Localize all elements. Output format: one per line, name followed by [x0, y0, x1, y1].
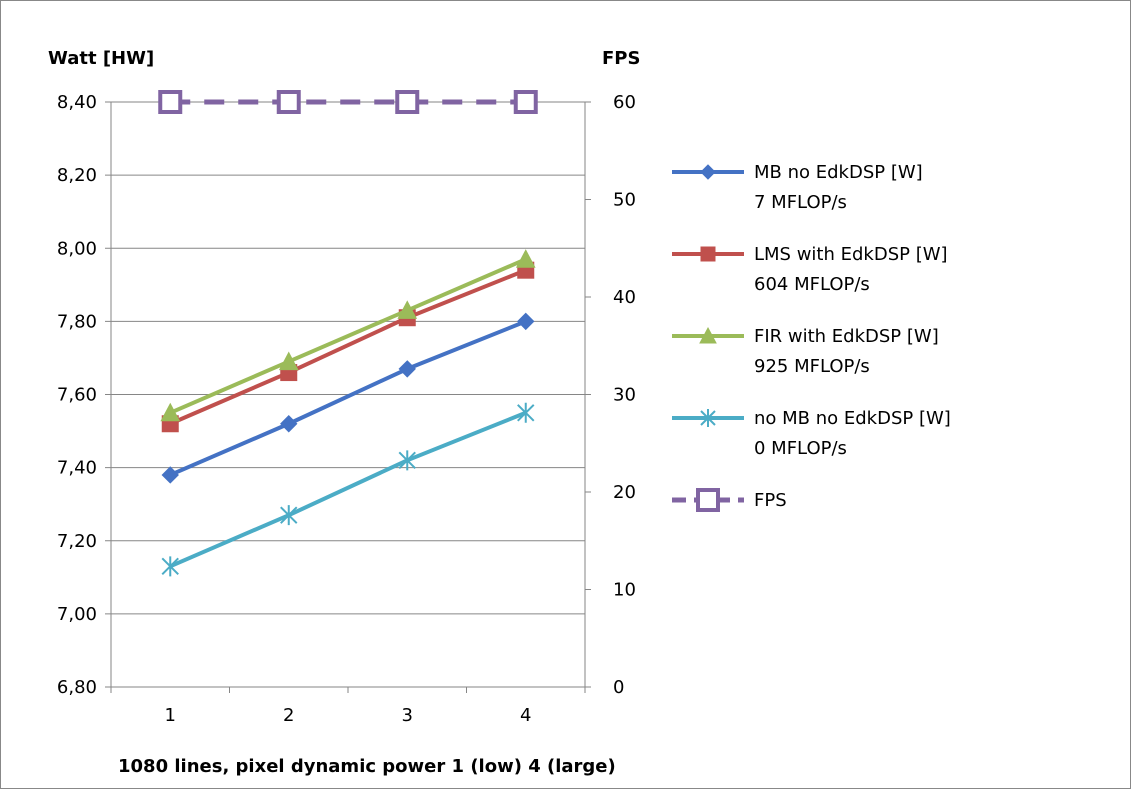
legend-entry: FPS	[672, 488, 787, 512]
y-left-tick-label: 7,60	[57, 385, 97, 406]
legend-entry: FIR with EdkDSP [W] 925 MFLOP/s	[672, 326, 939, 377]
series-line	[161, 402, 535, 577]
data-point	[160, 402, 181, 422]
legend-sublabel: 925 MFLOP/s	[754, 356, 870, 377]
y-right-tick-label: 40	[613, 287, 636, 308]
gridlines	[111, 101, 585, 615]
series-line	[160, 249, 536, 422]
data-point	[276, 90, 301, 114]
y-right-tick-label: 20	[613, 482, 636, 503]
x-tick-label: 2	[283, 705, 294, 726]
y-left-tick-label: 7,80	[57, 311, 97, 332]
legend-entry: MB no EdkDSP [W] 7 MFLOP/s	[672, 162, 923, 213]
legend-label: FPS	[754, 490, 787, 511]
legend-label: LMS with EdkDSP [W]	[754, 244, 948, 265]
x-tick-label: 4	[520, 705, 531, 726]
x-tick-label: 3	[402, 705, 413, 726]
series-path	[169, 410, 527, 569]
series-path	[169, 257, 527, 415]
legend: MB no EdkDSP [W] 7 MFLOP/s LMS with EdkDSP…	[672, 162, 951, 512]
y-left-tick-label: 8,40	[57, 92, 97, 113]
data-point	[398, 450, 416, 471]
data-point	[517, 402, 535, 423]
data-point	[515, 249, 536, 268]
legend-sublabel: 7 MFLOP/s	[754, 192, 847, 213]
data-point	[699, 326, 717, 344]
data-point	[280, 505, 298, 526]
data-point	[398, 360, 416, 378]
y-left-tick-label: 7,00	[57, 604, 97, 625]
data-point	[280, 415, 298, 433]
data-point	[700, 409, 716, 427]
y-axis-right-title: FPS	[602, 48, 640, 69]
legend-label: FIR with EdkDSP [W]	[754, 326, 939, 347]
legend-label: no MB no EdkDSP [W]	[754, 408, 951, 429]
series-path	[169, 268, 527, 426]
legend-label: MB no EdkDSP [W]	[754, 162, 923, 183]
series-line	[158, 90, 538, 114]
x-axis-title: 1080 lines, pixel dynamic power 1 (low) …	[118, 756, 616, 777]
data-point	[700, 164, 716, 180]
data-point	[513, 90, 538, 114]
data-point	[696, 488, 720, 512]
data-point	[161, 466, 179, 484]
data-point	[158, 90, 183, 114]
legend-entry: no MB no EdkDSP [W] 0 MFLOP/s	[672, 408, 951, 459]
legend-sublabel: 0 MFLOP/s	[754, 438, 847, 459]
data-point	[700, 246, 716, 262]
data-point	[161, 556, 179, 577]
y-axis-left-title: Watt [HW]	[48, 48, 154, 69]
data-point	[395, 90, 420, 114]
legend-entry: LMS with EdkDSP [W] 604 MFLOP/s	[672, 244, 948, 295]
y-left-tick-label: 8,20	[57, 165, 97, 186]
legend-sublabel: 604 MFLOP/s	[754, 274, 870, 295]
y-left-tick-label: 6,80	[57, 677, 97, 698]
y-right-tick-label: 10	[613, 580, 636, 601]
data-point	[278, 351, 299, 371]
y-left-tick-label: 8,00	[57, 238, 97, 259]
y-right-tick-label: 50	[613, 190, 636, 211]
data-point	[517, 312, 535, 331]
data-point	[397, 300, 418, 319]
y-left-tick-label: 7,40	[57, 458, 97, 479]
y-right-tick-label: 60	[613, 92, 636, 113]
axes: 6,80 7,00 7,20 7,40 7,60 7,80 8,00 8,20 8,40 0 10 2…	[57, 92, 636, 726]
series-line	[161, 312, 535, 484]
y-right-tick-label: 30	[613, 385, 636, 406]
y-right-tick-label: 0	[613, 677, 624, 698]
y-left-tick-label: 7,20	[57, 531, 97, 552]
x-tick-label: 1	[165, 705, 176, 726]
series-group	[158, 90, 538, 577]
series-path	[169, 319, 527, 477]
